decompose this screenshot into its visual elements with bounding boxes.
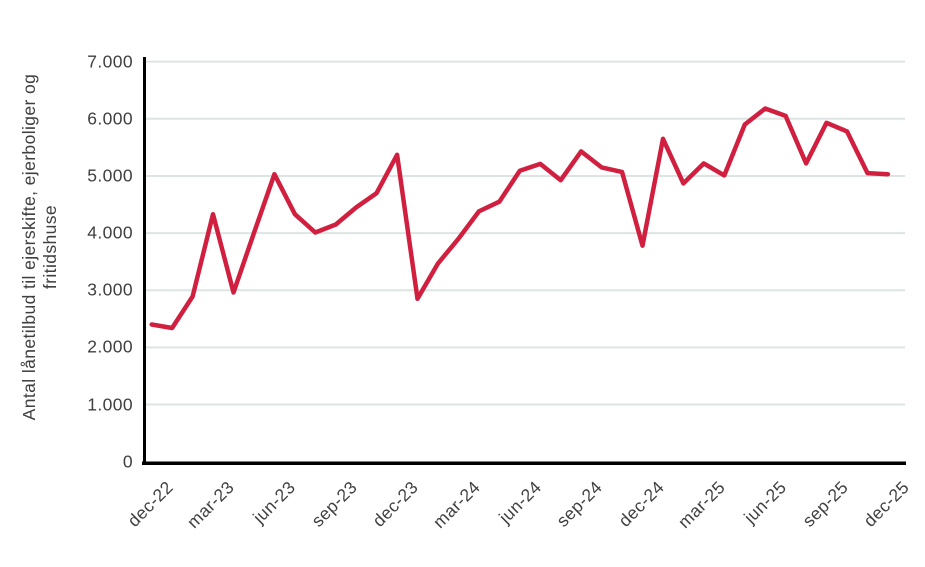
y-tick-label: 0	[122, 451, 133, 472]
y-tick-label: 2.000	[87, 336, 133, 357]
data-series-line	[149, 106, 891, 331]
y-tick-label: 6.000	[87, 108, 133, 129]
y-tick-label: 4.000	[87, 222, 133, 243]
y-tick-label: 1.000	[87, 394, 133, 415]
y-tick-label: 3.000	[87, 279, 133, 300]
y-tick-label: 5.000	[87, 165, 133, 186]
y-axis-title-line2: fritidshuse	[40, 204, 60, 290]
y-axis-title-line1: Antal lånetilbud til ejerskifte, ejerbol…	[19, 73, 39, 421]
y-tick-label: 7.000	[87, 51, 133, 72]
